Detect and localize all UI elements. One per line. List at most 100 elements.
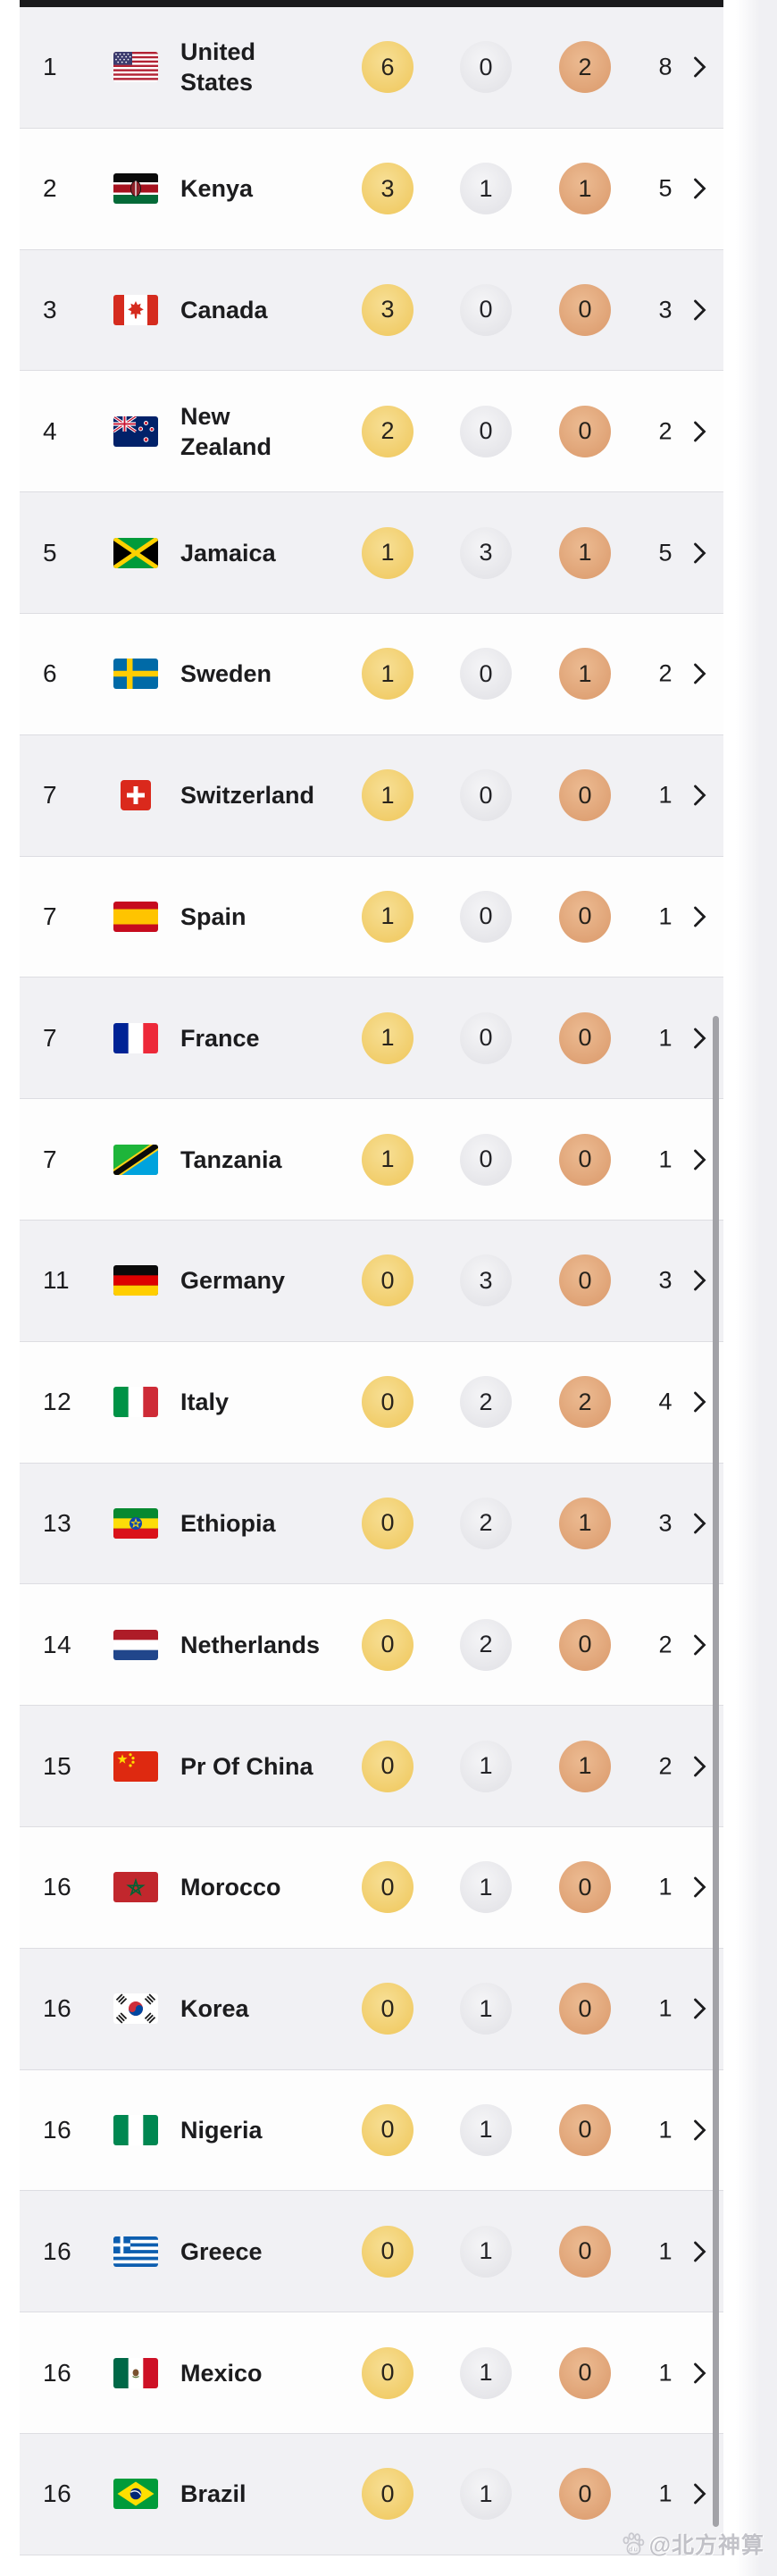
chevron-right-icon[interactable] [693,1512,707,1535]
table-row[interactable]: 16 Brazil 0 1 0 1 [20,2433,723,2555]
table-row[interactable]: 4 New Zealand 2 0 0 2 [20,371,723,493]
chevron-right-icon[interactable] [693,1875,707,1899]
chevron-right-icon[interactable] [693,2240,707,2263]
rank-label: 5 [43,538,58,566]
table-row[interactable]: 5 Jamaica 1 3 1 5 [20,492,723,614]
flag-mx-icon [113,2357,158,2388]
table-row[interactable]: 13 Ethiopia 0 2 1 3 [20,1463,723,1585]
silver-count-badge: 0 [460,648,512,701]
rank-label: 7 [43,1145,58,1173]
silver-count-badge: 0 [460,1011,512,1064]
bronze-count-badge: 0 [559,1011,611,1064]
country-name: France [180,1024,260,1052]
table-row[interactable]: 16 Nigeria 0 1 0 1 [20,2069,723,2192]
gold-count-badge: 6 [362,41,414,94]
chevron-right-icon[interactable] [693,2362,707,2385]
table-row[interactable]: 16 Morocco 0 1 0 1 [20,1826,723,1949]
chevron-right-icon[interactable] [693,177,707,200]
scrollbar-thumb[interactable] [713,1016,719,2527]
gold-count-badge: 0 [362,2346,414,2399]
total-count: 2 [658,1752,673,1780]
gold-count-badge: 0 [362,2225,414,2278]
table-row[interactable]: 11 Germany 0 3 0 3 [20,1220,723,1342]
chevron-right-icon[interactable] [693,1269,707,1292]
flag-de-icon [113,1265,158,1296]
country-name: Netherlands [180,1631,321,1658]
chevron-right-icon[interactable] [693,1148,707,1171]
chevron-right-icon[interactable] [693,420,707,443]
chevron-right-icon[interactable] [693,1027,707,1050]
silver-count-badge: 0 [460,769,512,822]
rank-label: 3 [43,295,58,323]
table-row[interactable]: 16 Greece 0 1 0 1 [20,2191,723,2313]
chevron-right-icon[interactable] [693,541,707,565]
chevron-right-icon[interactable] [693,1755,707,1778]
chevron-right-icon[interactable] [693,784,707,807]
chevron-right-icon[interactable] [693,1390,707,1414]
flag-se-icon [113,659,158,690]
silver-count-badge: 2 [460,1497,512,1549]
gold-count-badge: 1 [362,648,414,701]
country-name: Nigeria [180,2116,263,2144]
chevron-right-icon[interactable] [693,1997,707,2020]
country-name: Spain [180,902,246,930]
gold-count-badge: 1 [362,890,414,943]
chevron-right-icon[interactable] [693,662,707,685]
bronze-count-badge: 0 [559,2103,611,2156]
table-row[interactable]: 7 France 1 0 0 1 [20,978,723,1100]
country-name: Pr Of China [180,1752,313,1780]
bronze-count-badge: 0 [559,2346,611,2399]
flag-us-icon [113,52,158,83]
rank-label: 16 [43,2236,72,2265]
table-row[interactable]: 7 Spain 1 0 0 1 [20,856,723,978]
rank-label: 16 [43,2115,72,2144]
total-count: 5 [658,174,673,202]
gold-count-badge: 1 [362,1133,414,1186]
chevron-right-icon[interactable] [693,2482,707,2505]
chevron-right-icon[interactable] [693,905,707,928]
chevron-right-icon[interactable] [693,1633,707,1657]
rank-label: 4 [43,416,58,445]
watermark: du @北方神算 [621,2528,764,2560]
table-row[interactable]: 2 Kenya 3 1 1 5 [20,128,723,250]
gold-count-badge: 0 [362,1983,414,2035]
page-background-gutter [736,0,777,2576]
country-name: Switzerland [180,782,315,810]
bronze-count-badge: 1 [559,648,611,701]
total-count: 2 [658,417,673,445]
country-name: Greece [180,2237,263,2265]
gold-count-badge: 0 [362,1254,414,1307]
flag-it-icon [113,1387,158,1418]
table-row[interactable]: 15 Pr Of China 0 1 1 2 [20,1706,723,1827]
table-row[interactable]: 7 Tanzania 1 0 0 1 [20,1099,723,1221]
total-count: 3 [658,1266,673,1294]
table-row[interactable]: 14 Netherlands 0 2 0 2 [20,1584,723,1707]
country-name: Canada [180,296,268,323]
table-row[interactable]: 16 Korea 0 1 0 1 [20,1948,723,2070]
bronze-count-badge: 1 [559,526,611,579]
table-row[interactable]: 1 United States 6 0 2 8 [20,7,723,129]
gold-count-badge: 0 [362,2468,414,2521]
flag-ch-icon [121,780,151,811]
chevron-right-icon[interactable] [693,298,707,322]
rank-label: 1 [43,53,58,81]
gold-count-badge: 0 [362,1861,414,1914]
table-row[interactable]: 3 Canada 3 0 0 3 [20,249,723,372]
bronze-count-badge: 0 [559,2225,611,2278]
gold-count-badge: 1 [362,769,414,822]
bronze-count-badge: 0 [559,2468,611,2521]
flag-et-icon [113,1507,158,1539]
table-row[interactable]: 6 Sweden 1 0 1 2 [20,613,723,735]
total-count: 1 [658,781,673,809]
total-count: 3 [658,1509,673,1537]
rank-label: 2 [43,174,58,203]
bronze-count-badge: 0 [559,1861,611,1914]
table-row[interactable]: 12 Italy 0 2 2 4 [20,1341,723,1464]
chevron-right-icon[interactable] [693,2119,707,2142]
country-name: Tanzania [180,1145,282,1173]
flag-gr-icon [113,2236,158,2267]
gold-count-badge: 2 [362,405,414,457]
table-row[interactable]: 7 Switzerland 1 0 0 1 [20,734,723,857]
chevron-right-icon[interactable] [693,55,707,79]
table-row[interactable]: 16 Mexico 0 1 0 1 [20,2312,723,2434]
